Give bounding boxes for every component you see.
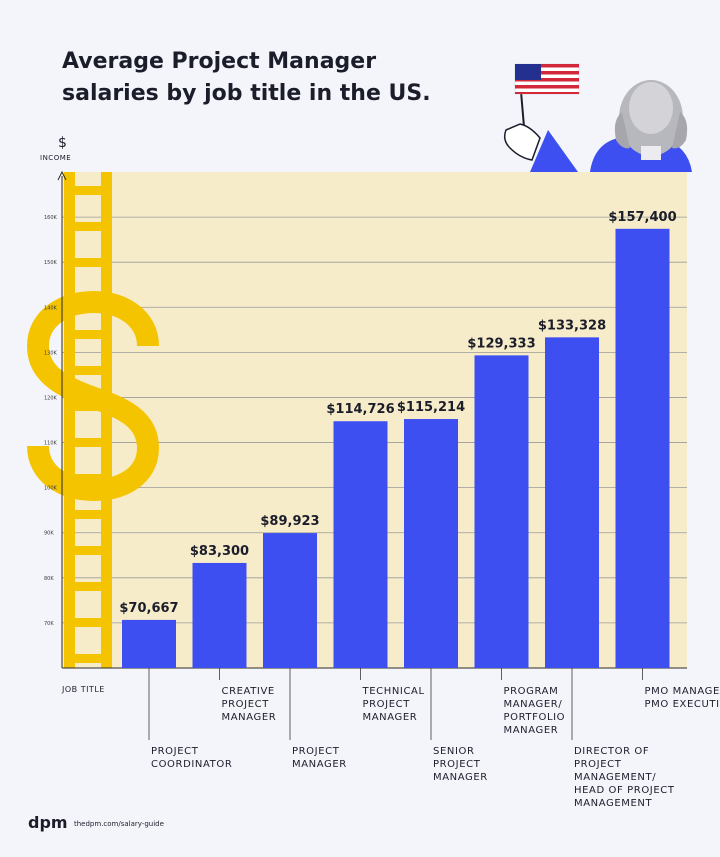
- y-tick-label: 100K: [44, 486, 58, 492]
- portrait-illustration: [590, 80, 692, 172]
- ladder-rung: [75, 402, 101, 411]
- ladder-rung: [75, 510, 101, 519]
- category-label-line: PROJECT: [151, 746, 199, 757]
- bar-value-label: $70,667: [119, 601, 178, 616]
- y-tick-label: 160K: [44, 215, 58, 221]
- category-label-line: TECHNICAL: [362, 686, 425, 697]
- category-label-line: MANAGER: [504, 725, 559, 736]
- y-tick-label: 150K: [44, 260, 58, 266]
- ladder-rung: [75, 222, 101, 231]
- bar: [192, 562, 247, 668]
- y-tick-label: 140K: [44, 305, 58, 311]
- category-leader-lines: [148, 668, 643, 740]
- source-url: thedpm.com/salary-guide: [74, 820, 164, 828]
- bar: [122, 619, 176, 668]
- bar: [474, 355, 529, 668]
- bar-value-label: $83,300: [190, 544, 249, 559]
- y-tick-label: 90K: [44, 531, 54, 537]
- category-label-line: PROJECT: [222, 699, 270, 710]
- category-label-line: MANAGER: [292, 759, 347, 770]
- y-axis-arrow-icon: [57, 170, 67, 181]
- bar-value-label: $114,726: [326, 402, 394, 417]
- category-label-line: MANAGER: [363, 712, 418, 723]
- bar: [545, 337, 599, 668]
- value-labels: $70,667 $83,300 $89,923 $114,726 $115,214 $12…: [119, 210, 676, 616]
- category-label-line: CREATIVE: [222, 686, 275, 697]
- category-label-line: PROJECT: [574, 759, 622, 770]
- category-label-line: MANAGER: [222, 712, 277, 723]
- bar: [404, 419, 458, 668]
- category-label-line: PMO EXECUTIVE: [645, 699, 720, 710]
- chart-title-line-1: Average Project Manager: [62, 49, 376, 74]
- y-tick-labels: 70K 80K 90K 100K 110K 120K 130K 140K 150K 160K: [44, 215, 58, 627]
- us-flag-icon: [514, 63, 580, 95]
- category-label-line: PROJECT: [363, 699, 411, 710]
- y-tick-label: 120K: [44, 395, 58, 401]
- category-label-line: SENIOR: [433, 746, 475, 757]
- category-label-line: MANAGEMENT/: [574, 772, 656, 783]
- category-label-line: PROJECT: [292, 746, 340, 757]
- ladder-rung: [75, 330, 101, 339]
- sleeve-shape: [530, 130, 578, 172]
- bar-value-label: $89,923: [260, 514, 319, 529]
- chart-title-line-2: salaries by job title in the US.: [62, 81, 431, 106]
- bar: [263, 533, 317, 668]
- bar-value-label: $115,214: [397, 400, 465, 415]
- ladder-rung: [75, 654, 101, 663]
- category-label-line: HEAD OF PROJECT: [574, 785, 675, 796]
- ladder-rung: [75, 546, 101, 555]
- bars: [122, 228, 670, 668]
- ladder-rung: [75, 474, 101, 483]
- ladder-rung: [75, 438, 101, 447]
- ladder-rung: [75, 294, 101, 303]
- flag-hand-illustration: [503, 63, 580, 172]
- category-label-line: PROGRAM: [504, 686, 559, 697]
- category-label-line: MANAGEMENT: [574, 798, 653, 809]
- category-labels: PROJECT COORDINATOR CREATIVE PROJECT MANAGER…: [151, 686, 720, 809]
- ladder-rung: [75, 582, 101, 591]
- y-tick-label: 130K: [44, 350, 58, 356]
- bar: [615, 228, 670, 668]
- ladder-rung: [75, 186, 101, 195]
- category-label-line: PMO MANAGER/: [645, 686, 720, 697]
- bar-value-label: $157,400: [608, 210, 676, 225]
- bar-value-label: $129,333: [467, 336, 535, 351]
- ladder-rung: [75, 258, 101, 267]
- ladder-decoration: [64, 172, 112, 668]
- category-label-line: PROJECT: [433, 759, 481, 770]
- category-label-line: PORTFOLIO: [504, 712, 566, 723]
- bar: [333, 421, 388, 668]
- y-tick-label: 80K: [44, 576, 54, 582]
- category-label-line: MANAGER: [433, 772, 488, 783]
- y-axis-symbol: $: [58, 135, 67, 151]
- x-axis-label: JOB TITLE: [61, 685, 105, 694]
- ladder-rung: [75, 618, 101, 627]
- y-tick-label: 110K: [44, 441, 58, 447]
- category-label-line: COORDINATOR: [151, 759, 232, 770]
- dpm-logo: dpm: [28, 813, 68, 832]
- category-label-line: MANAGER/: [504, 699, 563, 710]
- ladder-rail-right: [101, 172, 112, 668]
- ladder-rung: [75, 366, 101, 375]
- y-tick-label: 70K: [44, 621, 54, 627]
- bar-value-label: $133,328: [538, 318, 606, 333]
- category-label-line: DIRECTOR OF: [574, 746, 649, 757]
- ladder-rail-left: [64, 172, 75, 668]
- y-axis-label: INCOME: [40, 154, 71, 162]
